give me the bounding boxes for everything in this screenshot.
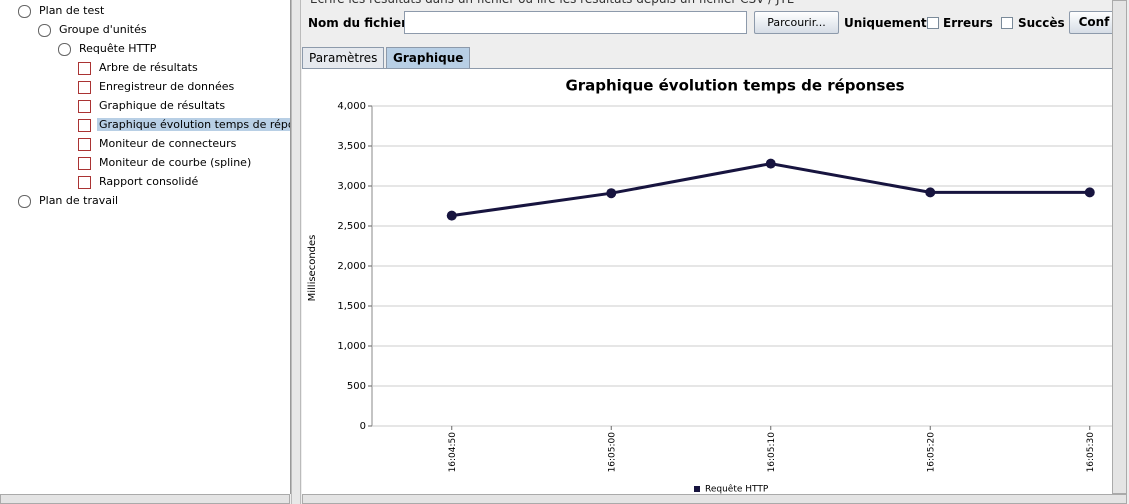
y-tick-label: 2,500 (337, 221, 366, 232)
node-label: Arbre de résultats (99, 61, 198, 74)
y-tick-label: 0 (360, 421, 366, 432)
node-label: Requête HTTP (79, 42, 157, 55)
x-tick-label: 16:04:50 (448, 432, 458, 473)
y-tick-label: 3,500 (337, 141, 366, 152)
tree-node[interactable]: Arbre de résultats (78, 59, 200, 77)
node-icon (58, 42, 71, 56)
test-tree: Plan de test Groupe d'unités Requête HTTP A… (0, 0, 291, 494)
x-tick-label: 16:05:20 (926, 432, 936, 473)
tree-node[interactable]: Moniteur de courbe (spline) (78, 154, 253, 172)
file-label: Nom du fichier : (308, 16, 416, 30)
success-checkbox[interactable] (1001, 17, 1013, 29)
legend-swatch (694, 486, 700, 492)
node-icon (78, 137, 91, 151)
tree-node[interactable]: Moniteur de connecteurs (78, 135, 238, 153)
node-icon (78, 156, 91, 170)
node-label: Groupe d'unités (59, 23, 147, 36)
node-icon (38, 23, 51, 37)
node-label: Plan de travail (39, 194, 119, 207)
y-tick-label: 2,000 (337, 261, 366, 272)
tree-node[interactable]: Plan de test (18, 2, 106, 20)
tree-node[interactable]: Enregistreur de données (78, 78, 236, 96)
y-tick-label: 3,000 (337, 181, 366, 192)
node-icon (78, 99, 91, 113)
tree-node[interactable]: Graphique évolution temps de réponses (78, 116, 290, 134)
file-input[interactable] (404, 11, 747, 34)
node-label: Plan de test (39, 4, 105, 17)
only-label: Uniquement : (844, 16, 936, 30)
node-label: Moniteur de connecteurs (99, 137, 237, 150)
node-icon (78, 61, 91, 75)
y-tick-label: 1,500 (337, 301, 366, 312)
node-icon (78, 118, 91, 132)
errors-checkbox[interactable] (927, 17, 939, 29)
tree-scrollbar[interactable] (0, 494, 290, 504)
node-icon (18, 4, 31, 18)
node-label: Graphique de résultats (99, 99, 226, 112)
errors-label: Erreurs (943, 16, 993, 30)
data-point (765, 158, 776, 169)
chart-title: Graphique évolution temps de réponses (565, 77, 904, 95)
node-icon (78, 175, 91, 189)
tree-node[interactable]: Rapport consolidé (78, 173, 200, 191)
tree-node[interactable]: Groupe d'unités (38, 21, 149, 39)
panel-title: Ecrire les résultats dans un fichier ou … (310, 0, 794, 6)
node-label: Rapport consolidé (99, 175, 199, 188)
chart: Graphique évolution temps de réponses Mi… (307, 77, 1112, 495)
tab[interactable]: Paramètres (302, 47, 385, 68)
node-icon (18, 194, 31, 208)
y-axis-label: Millisecondes (307, 235, 318, 302)
tree-node[interactable]: Graphique de résultats (78, 97, 227, 115)
splitter[interactable] (291, 0, 301, 504)
data-point (446, 210, 457, 221)
y-tick-label: 1,000 (337, 341, 366, 352)
x-tick-label: 16:05:30 (1086, 432, 1096, 473)
x-tick-label: 16:05:10 (767, 432, 777, 473)
tree-node[interactable]: Requête HTTP (58, 40, 158, 58)
horizontal-scrollbar[interactable] (302, 494, 1127, 504)
success-label: Succès (1018, 16, 1065, 30)
vertical-scrollbar[interactable] (1112, 0, 1127, 494)
node-icon (78, 80, 91, 94)
node-label: Enregistreur de données (99, 80, 235, 93)
data-point (1084, 187, 1095, 198)
browse-button[interactable]: Parcourir... (754, 11, 839, 34)
y-tick-label: 500 (347, 381, 366, 392)
node-label: Graphique évolution temps de réponses (97, 118, 290, 131)
x-tick-label: 16:05:00 (607, 432, 617, 473)
data-point (925, 187, 936, 198)
tree-node[interactable]: Plan de travail (18, 192, 120, 210)
data-point (606, 188, 617, 199)
legend-label: Requête HTTP (705, 484, 769, 495)
y-tick-label: 4,000 (337, 101, 366, 112)
tab[interactable]: Graphique (386, 47, 471, 68)
node-label: Moniteur de courbe (spline) (99, 156, 252, 169)
